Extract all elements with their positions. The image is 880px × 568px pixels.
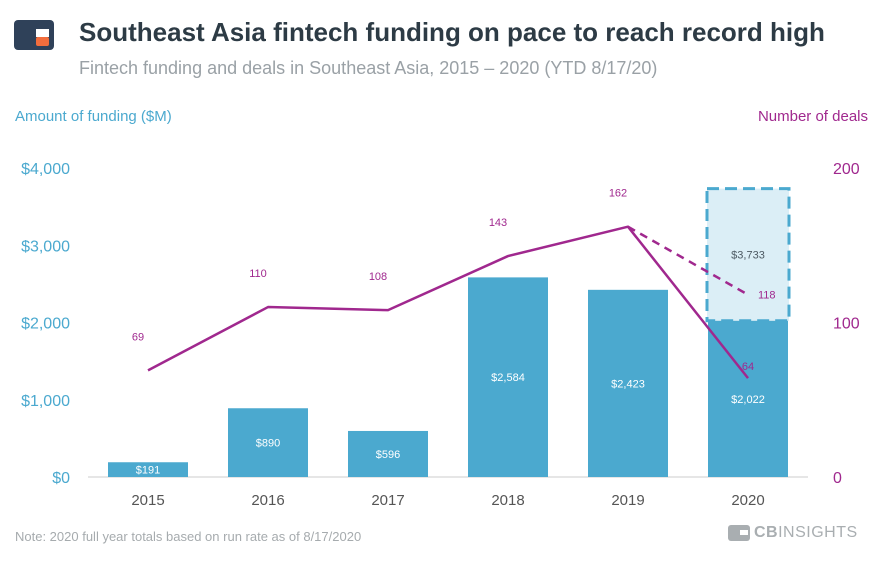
deals-point-label: 64 bbox=[742, 361, 754, 373]
logo-notch bbox=[36, 29, 49, 37]
right-tick-label: 100 bbox=[833, 316, 860, 333]
funding-bar bbox=[708, 320, 788, 477]
projected-deals-label: 118 bbox=[758, 290, 776, 302]
left-tick-label: $0 bbox=[52, 470, 70, 487]
left-tick-label: $1,000 bbox=[21, 393, 70, 410]
x-tick-label: 2015 bbox=[131, 492, 164, 509]
deals-line bbox=[147, 225, 749, 379]
deals-point-label: 143 bbox=[489, 217, 507, 229]
x-tick-label: 2020 bbox=[731, 492, 764, 509]
cbinsights-brand: CBINSIGHTS bbox=[728, 522, 858, 544]
deals-point-label: 108 bbox=[369, 271, 387, 283]
projected-deals-line bbox=[627, 225, 749, 296]
cbinsights-logo-icon bbox=[14, 20, 54, 50]
right-axis-title: Number of deals bbox=[758, 108, 868, 125]
deals-point-label: 69 bbox=[132, 331, 144, 343]
deals-point-label: 162 bbox=[609, 188, 627, 200]
deals-point-label: 110 bbox=[249, 268, 267, 280]
x-tick-label: 2019 bbox=[611, 492, 644, 509]
funding-bar-label: $890 bbox=[256, 438, 280, 450]
page-title: Southeast Asia fintech funding on pace t… bbox=[79, 17, 825, 47]
right-tick-label: 200 bbox=[833, 161, 860, 178]
funding-bar bbox=[468, 277, 548, 477]
funding-bar-label: $2,022 bbox=[731, 394, 765, 406]
logo-orange-block bbox=[36, 37, 49, 46]
funding-bar-label: $596 bbox=[376, 449, 400, 461]
left-tick-label: $2,000 bbox=[21, 316, 70, 333]
brand-rest-text: INSIGHTS bbox=[778, 524, 858, 541]
funding-bar-label: $191 bbox=[136, 465, 160, 477]
funding-bar bbox=[228, 408, 308, 477]
funding-bar bbox=[108, 462, 188, 477]
funding-bar bbox=[588, 289, 668, 477]
left-tick-label: $4,000 bbox=[21, 161, 70, 178]
left-tick-label: $3,000 bbox=[21, 238, 70, 255]
x-tick-label: 2016 bbox=[251, 492, 284, 509]
left-axis-title: Amount of funding ($M) bbox=[15, 108, 172, 125]
funding-bar-label: $2,584 bbox=[491, 372, 525, 384]
brand-mark-icon bbox=[728, 525, 750, 541]
funding-bar bbox=[348, 430, 428, 477]
page-subtitle: Fintech funding and deals in Southeast A… bbox=[79, 58, 658, 78]
projected-funding-label: $3,733 bbox=[731, 250, 765, 262]
right-tick-label: 0 bbox=[833, 470, 842, 487]
brand-bold-text: CB bbox=[754, 524, 779, 541]
x-tick-label: 2017 bbox=[371, 492, 404, 509]
projected-funding-bar bbox=[705, 187, 791, 323]
funding-bar-label: $2,423 bbox=[611, 378, 645, 390]
x-tick-label: 2018 bbox=[491, 492, 524, 509]
footnote: Note: 2020 full year totals based on run… bbox=[15, 529, 362, 544]
